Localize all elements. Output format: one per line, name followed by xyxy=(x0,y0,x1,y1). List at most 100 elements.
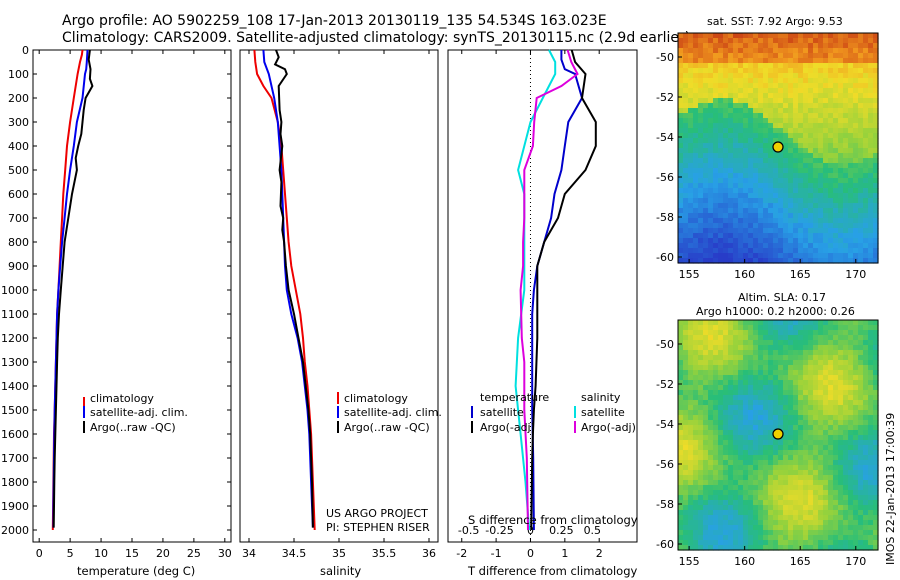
map-cell xyxy=(688,385,694,391)
map-cell xyxy=(828,73,834,79)
map-cell xyxy=(843,375,849,381)
map-cell xyxy=(758,440,764,446)
map-cell xyxy=(713,420,719,426)
map-cell xyxy=(848,420,854,426)
map-cell xyxy=(858,325,864,331)
map-cell xyxy=(753,335,759,341)
map-cell xyxy=(753,173,759,179)
map-cell xyxy=(773,218,779,224)
map-cell xyxy=(693,33,699,39)
map-cell xyxy=(788,68,794,74)
map-cell xyxy=(733,335,739,341)
map-cell xyxy=(848,475,854,481)
map-cell xyxy=(743,540,749,546)
map-cell xyxy=(838,173,844,179)
map-cell xyxy=(688,83,694,89)
map-cell xyxy=(838,198,844,204)
map-cell xyxy=(818,520,824,526)
map-cell xyxy=(793,73,799,79)
map-cell xyxy=(693,213,699,219)
map-cell xyxy=(813,58,819,64)
map-cell xyxy=(733,163,739,169)
map-cell xyxy=(853,118,859,124)
map-cell xyxy=(713,38,719,44)
map-cell xyxy=(793,178,799,184)
map-cell xyxy=(723,38,729,44)
map-cell xyxy=(718,193,724,199)
map-cell xyxy=(868,193,874,199)
map-cell xyxy=(803,515,809,521)
map-cell xyxy=(768,123,774,129)
map-cell xyxy=(858,530,864,536)
map-cell xyxy=(813,248,819,254)
map-cell xyxy=(873,345,879,351)
map-cell xyxy=(823,420,829,426)
map-cell xyxy=(678,495,684,501)
map-cell xyxy=(873,38,879,44)
map-cell xyxy=(728,38,734,44)
map-cell xyxy=(703,193,709,199)
map-cell xyxy=(833,238,839,244)
map-cell xyxy=(773,425,779,431)
map-cell xyxy=(788,138,794,144)
map-cell xyxy=(718,530,724,536)
map-cell xyxy=(863,465,869,471)
map-cell xyxy=(778,243,784,249)
sla-map-title1: Altim. SLA: 0.17 xyxy=(738,291,826,304)
map-cell xyxy=(823,410,829,416)
map-cell xyxy=(793,535,799,541)
map-cell xyxy=(818,475,824,481)
map-cell xyxy=(728,510,734,516)
map-cell xyxy=(833,510,839,516)
map-cell xyxy=(718,153,724,159)
map-cell xyxy=(713,455,719,461)
map-cell xyxy=(723,213,729,219)
map-cell xyxy=(683,535,689,541)
map-cell xyxy=(733,173,739,179)
map-cell xyxy=(683,435,689,441)
map-cell xyxy=(793,340,799,346)
map-cell xyxy=(873,68,879,74)
map-cell xyxy=(738,345,744,351)
map-cell xyxy=(733,43,739,49)
map-cell xyxy=(748,475,754,481)
map-cell xyxy=(708,460,714,466)
map-cell xyxy=(858,238,864,244)
map-cell xyxy=(873,63,879,69)
map-cell xyxy=(728,495,734,501)
map-cell xyxy=(723,370,729,376)
map-cell xyxy=(733,168,739,174)
map-cell xyxy=(833,420,839,426)
map-cell xyxy=(823,108,829,114)
map-cell xyxy=(713,385,719,391)
map-cell xyxy=(858,98,864,104)
map-cell xyxy=(788,158,794,164)
map-cell xyxy=(873,470,879,476)
map-cell xyxy=(823,103,829,109)
map-cell xyxy=(838,153,844,159)
map-cell xyxy=(748,510,754,516)
map-cell xyxy=(778,93,784,99)
depth-tick-label: 1600 xyxy=(1,428,29,441)
map-cell xyxy=(698,430,704,436)
map-cell xyxy=(838,350,844,356)
difference-legend-temperature: temperature satellite Argo(-adj) xyxy=(471,391,549,434)
map-cell xyxy=(808,63,814,69)
map-cell xyxy=(858,133,864,139)
map-cell xyxy=(758,360,764,366)
map-cell xyxy=(833,520,839,526)
map-cell xyxy=(823,183,829,189)
map-cell xyxy=(783,320,789,326)
map-cell xyxy=(788,470,794,476)
map-cell xyxy=(688,540,694,546)
map-cell xyxy=(858,138,864,144)
map-cell xyxy=(773,193,779,199)
map-cell xyxy=(833,335,839,341)
map-cell xyxy=(843,420,849,426)
map-cell xyxy=(828,68,834,74)
map-cell xyxy=(688,495,694,501)
map-cell xyxy=(768,78,774,84)
map-cell xyxy=(818,198,824,204)
map-cell xyxy=(698,480,704,486)
map-cell xyxy=(703,505,709,511)
